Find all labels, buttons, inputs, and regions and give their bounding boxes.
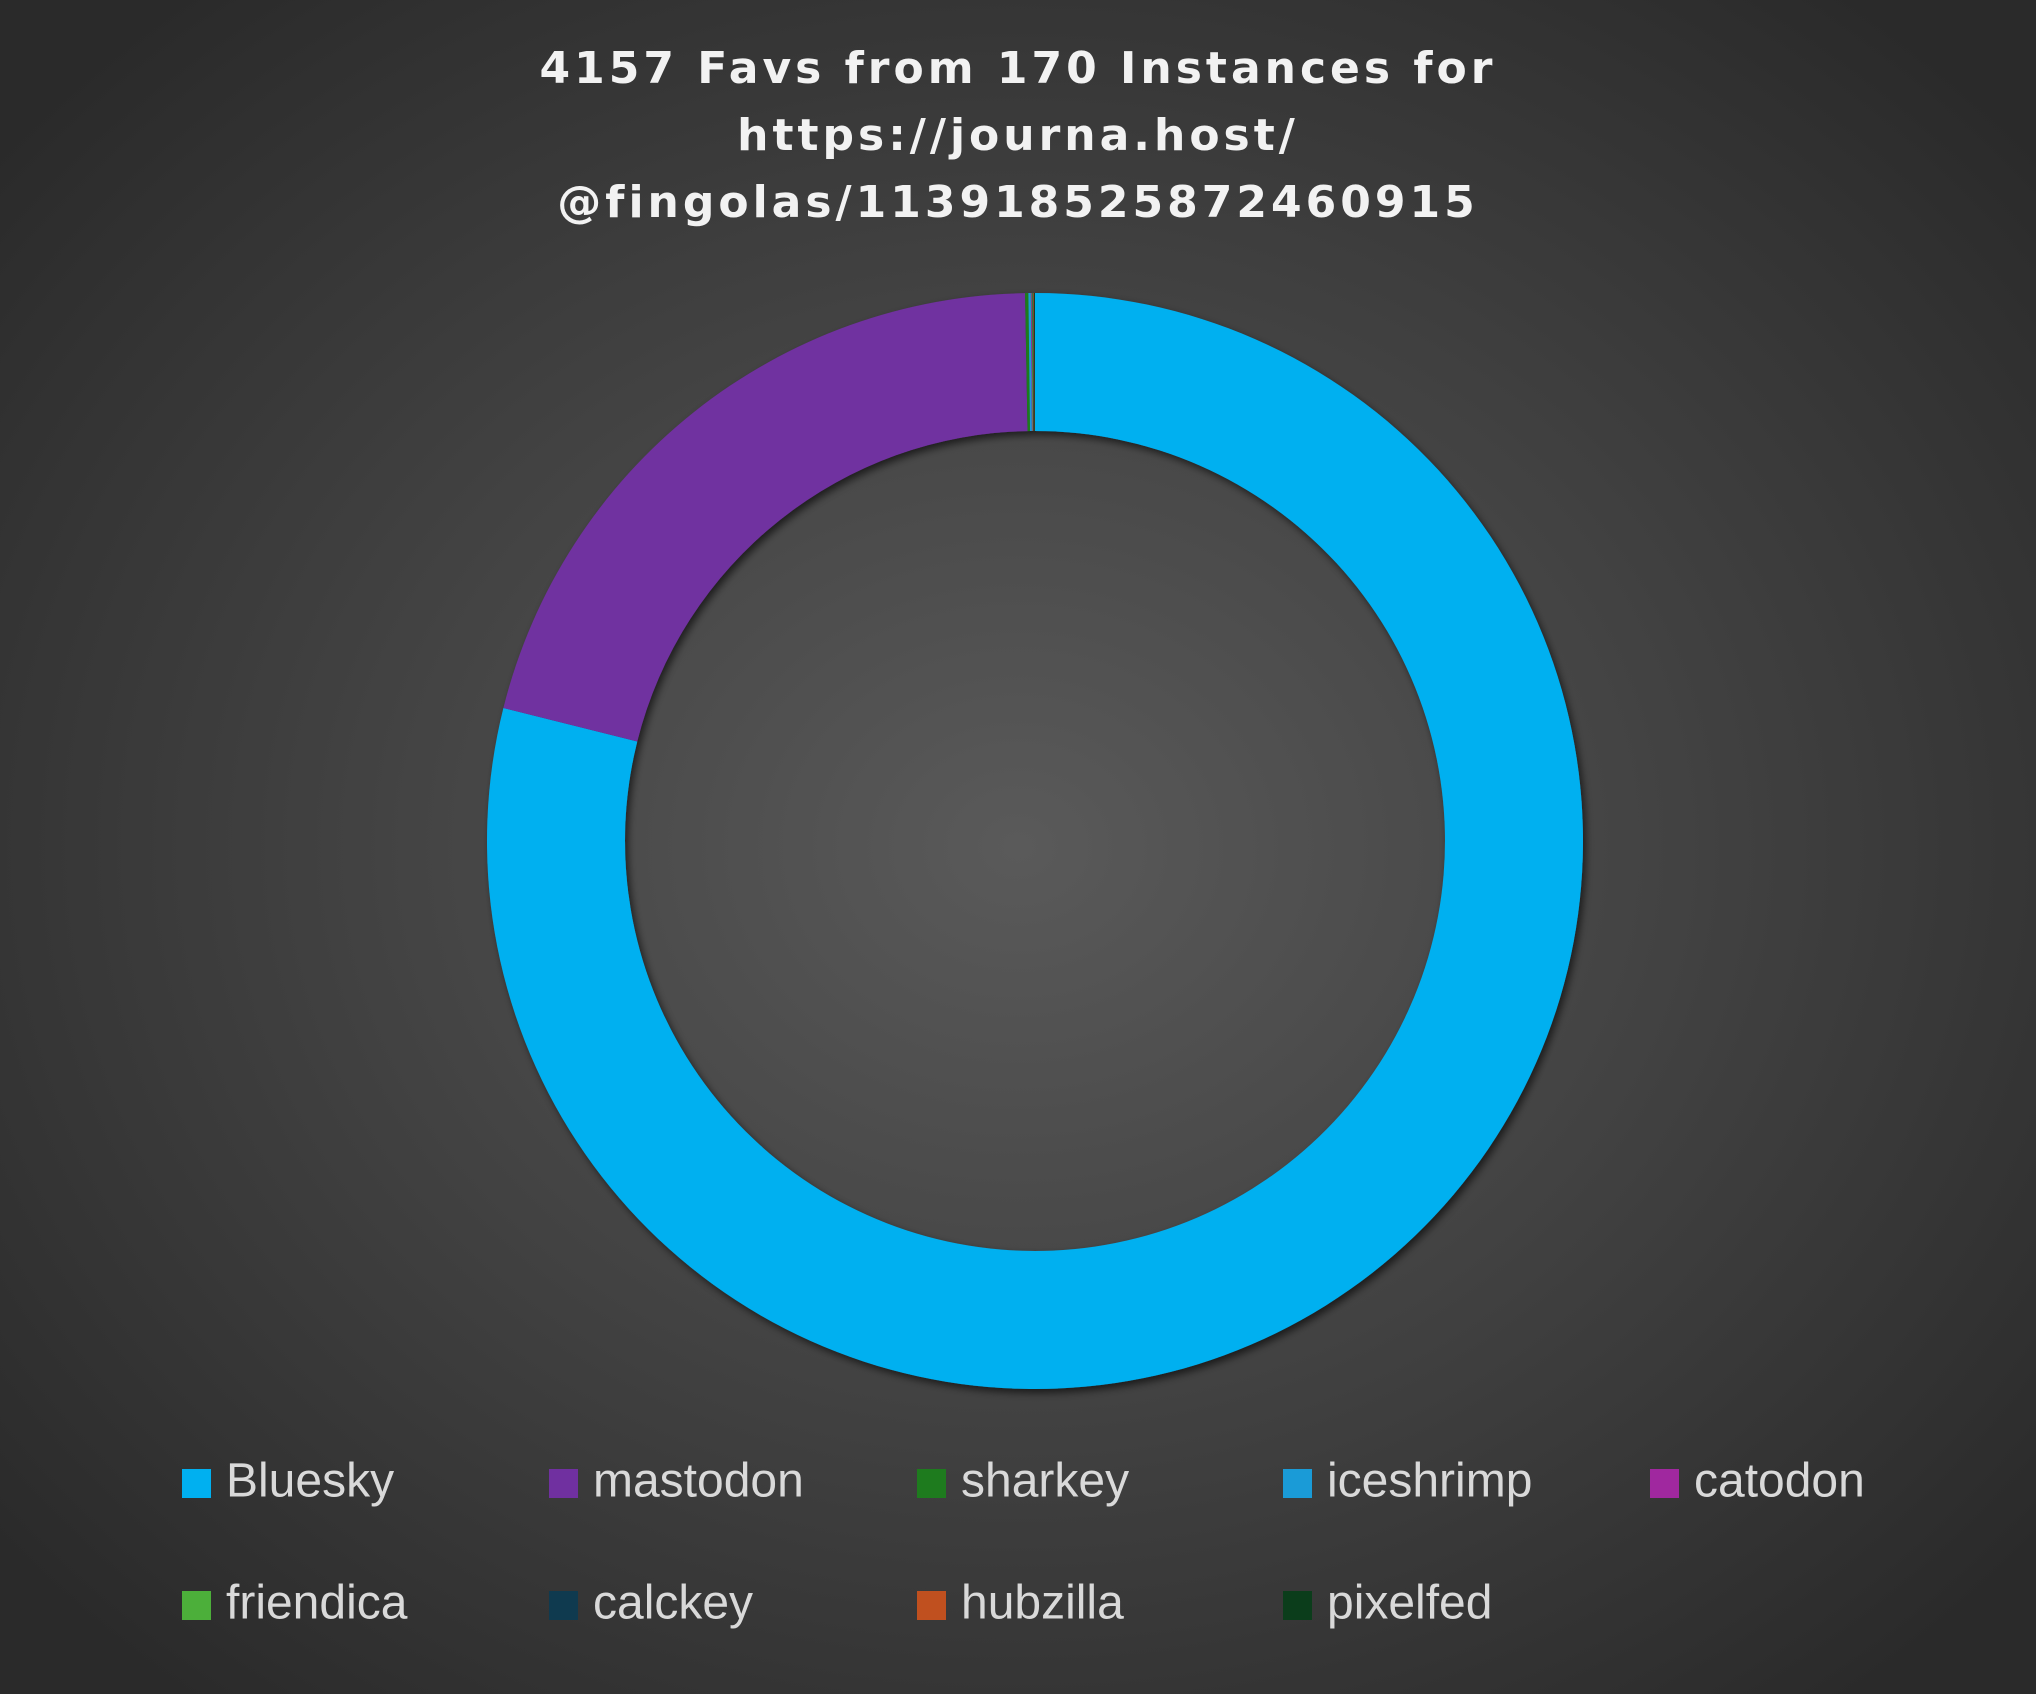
donut-slice: [1028, 293, 1032, 432]
donut-slice: [1030, 293, 1033, 432]
legend-swatch: [1650, 1469, 1679, 1498]
donut-slice: [503, 293, 1028, 742]
legend-label: hubzilla: [961, 1577, 1124, 1630]
legend-label: calckey: [593, 1577, 753, 1630]
donut: [487, 293, 1583, 1389]
donut-slice: [1031, 293, 1034, 432]
legend-label: mastodon: [593, 1455, 804, 1508]
legend-swatch: [549, 1591, 578, 1620]
legend-label: sharkey: [961, 1455, 1129, 1508]
donut-slice: [1033, 293, 1035, 432]
legend-label: friendica: [226, 1577, 408, 1630]
donut-slice: [1025, 293, 1031, 432]
chart-title: https://journa.host/: [737, 110, 1299, 161]
legend-label: catodon: [1694, 1455, 1865, 1508]
legend-swatch: [1283, 1591, 1312, 1620]
legend-label: pixelfed: [1327, 1577, 1492, 1630]
donut-slice: [1034, 293, 1035, 432]
legend-swatch: [1283, 1469, 1312, 1498]
chart-title: 4157 Favs from 170 Instances for: [540, 43, 1497, 94]
legend-swatch: [182, 1469, 211, 1498]
legend-swatch: [917, 1591, 946, 1620]
legend-swatch: [549, 1469, 578, 1498]
legend-label: iceshrimp: [1327, 1455, 1532, 1508]
legend-swatch: [917, 1469, 946, 1498]
donut-slice: [1032, 293, 1034, 432]
legend-swatch: [182, 1591, 211, 1620]
chart-title: @fingolas/113918525872460915: [557, 177, 1478, 228]
legend-label: Bluesky: [226, 1455, 394, 1508]
